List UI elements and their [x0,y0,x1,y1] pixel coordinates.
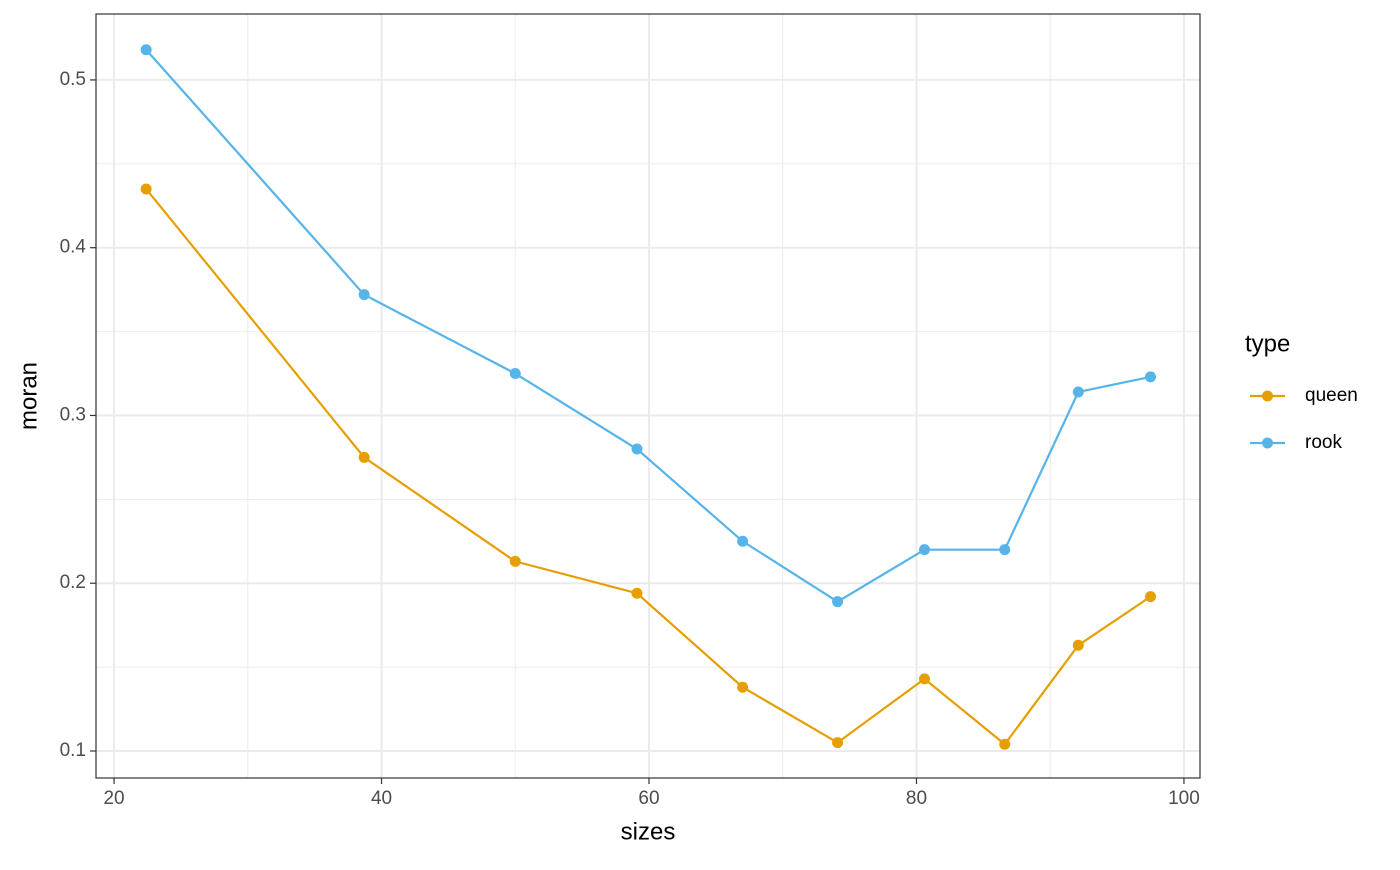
data-point [509,368,521,380]
y-tick-label: 0.1 [60,740,86,761]
data-point [140,183,152,195]
x-tick-label: 100 [1168,788,1200,809]
x-tick-label: 40 [371,788,392,809]
data-point [832,737,844,749]
data-point [999,544,1011,556]
data-point [1072,386,1084,398]
data-point [1145,371,1157,383]
x-tick-label: 20 [103,788,124,809]
grid [96,14,1200,778]
legend-marker [1262,437,1273,449]
data-point [1145,591,1157,603]
y-axis-title: moran [15,362,42,430]
y-tick-label: 0.4 [60,237,87,258]
x-tick-label: 80 [906,788,927,809]
data-point [1072,639,1084,651]
data-point [919,673,931,685]
plot [140,44,1157,750]
data-point [919,544,931,556]
legend-title: type [1245,330,1290,357]
series-line [145,49,1151,603]
data-point [509,555,521,567]
data-point [631,587,643,599]
data-point [358,451,370,463]
data-point [358,289,370,301]
series-line [145,188,1152,746]
legend: type queen rook [1245,330,1358,453]
axes: 20 40 60 80 100 0.1 0.2 0.3 0.4 0.5 [60,69,1200,809]
data-point [631,443,643,455]
x-tick-label: 60 [638,788,659,809]
y-tick-label: 0.2 [60,572,86,593]
data-point [140,44,152,56]
legend-marker [1262,390,1273,402]
legend-label: rook [1305,432,1342,453]
data-point [737,535,749,547]
legend-label: queen [1305,385,1358,406]
panel-border [95,13,1201,779]
x-axis-title: sizes [621,818,676,845]
data-point [832,596,844,608]
y-tick-label: 0.5 [60,69,86,90]
data-point [999,738,1011,750]
y-tick-label: 0.3 [60,404,86,425]
data-point [737,681,749,693]
